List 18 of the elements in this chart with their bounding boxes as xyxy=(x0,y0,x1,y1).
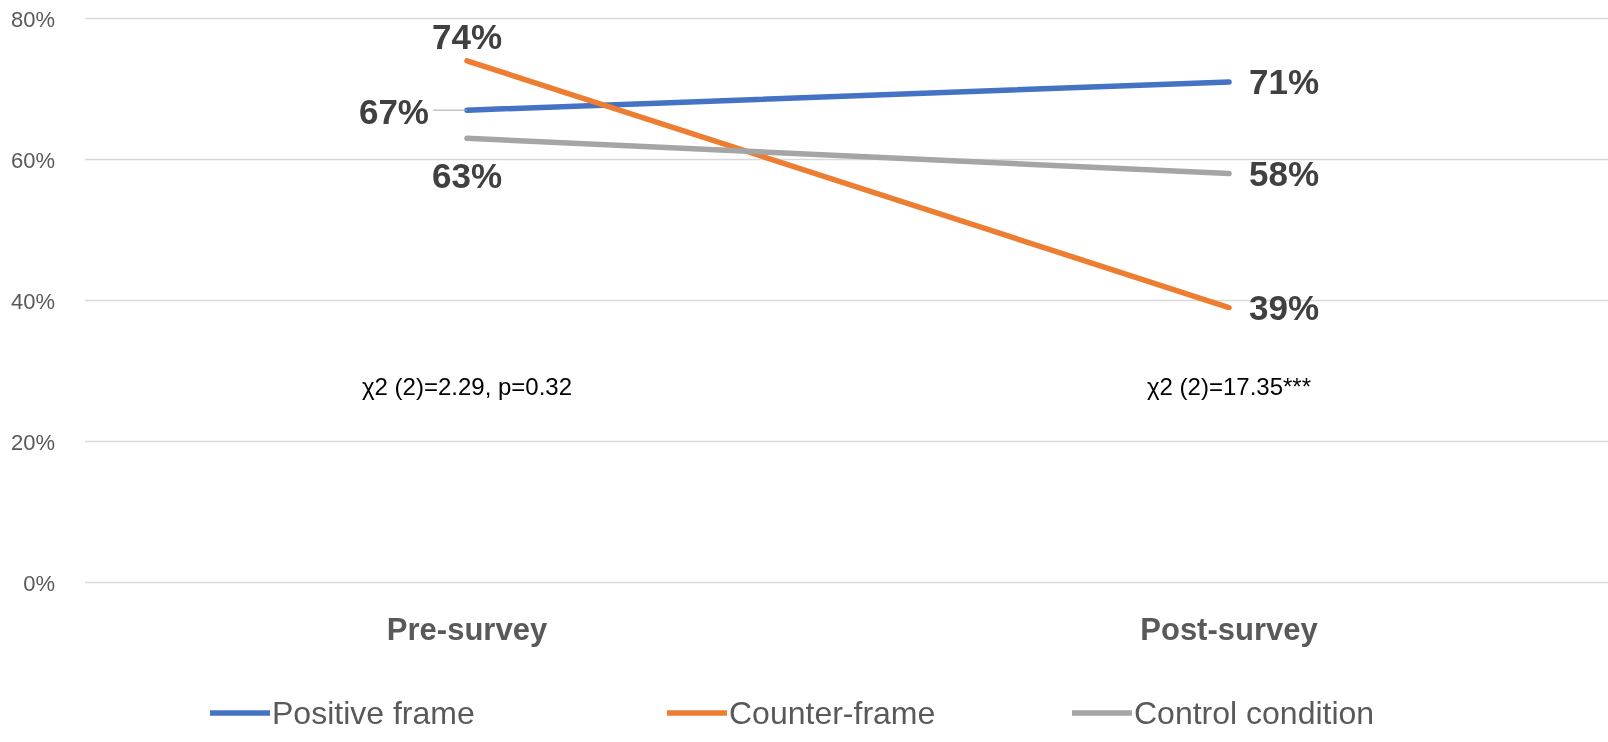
legend-label: Counter-frame xyxy=(729,695,936,731)
annotation: χ2 (2)=2.29, p=0.32 xyxy=(361,373,573,400)
legend-label: Positive frame xyxy=(272,695,475,731)
legend-label: Control condition xyxy=(1134,695,1375,731)
data-label: 71% xyxy=(1249,61,1320,101)
y-tick-label: 0% xyxy=(23,570,55,596)
y-tick-label: 80% xyxy=(10,6,55,32)
annotation: χ2 (2)=17.35*** xyxy=(1146,373,1312,400)
y-tick-label: 20% xyxy=(10,429,55,455)
x-tick-label: Post-survey xyxy=(1140,612,1319,647)
data-label: 74% xyxy=(431,16,503,56)
data-label: 67% xyxy=(358,92,429,132)
data-label: 58% xyxy=(1249,153,1320,193)
y-tick-label: 60% xyxy=(10,147,55,173)
data-label: 39% xyxy=(1249,287,1320,327)
y-tick-label: 40% xyxy=(10,288,55,314)
data-label: 63% xyxy=(431,156,503,196)
x-tick-label: Pre-survey xyxy=(386,612,548,647)
